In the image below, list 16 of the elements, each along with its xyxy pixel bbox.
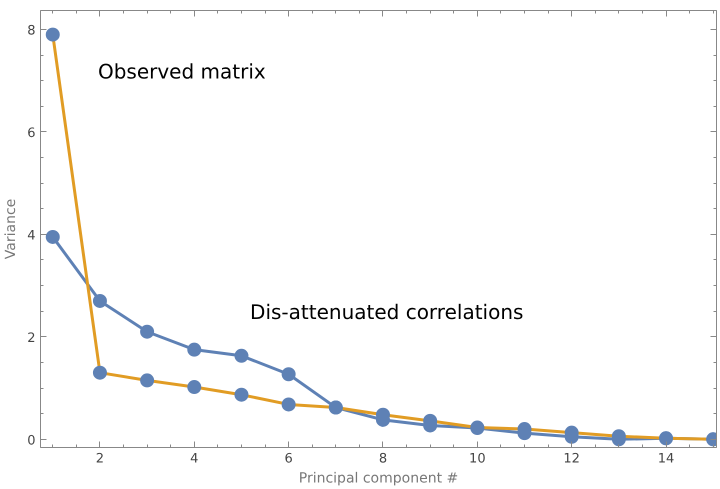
y-tick-label: 2	[27, 330, 36, 346]
x-tick-label: 10	[469, 452, 486, 466]
x-tick-label: 12	[563, 452, 580, 466]
y-tick-label: 6	[27, 126, 36, 141]
x-tick-label: 8	[378, 452, 388, 466]
x-tick-label: 4	[190, 452, 198, 466]
annotation: Observed matrix	[98, 60, 266, 84]
annotation: Dis-attenuated correlations	[250, 300, 524, 324]
x-tick-label: 2	[96, 452, 104, 466]
y-tick-label: 4	[27, 228, 36, 244]
x-axis-title: Principal component #	[298, 470, 458, 486]
y-axis-title: Variance	[3, 198, 20, 260]
x-tick-label: 6	[284, 452, 293, 466]
x-tick-label: 14	[658, 452, 674, 466]
y-tick-label: 8	[27, 23, 36, 38]
y-tick-label: 0	[27, 433, 36, 448]
